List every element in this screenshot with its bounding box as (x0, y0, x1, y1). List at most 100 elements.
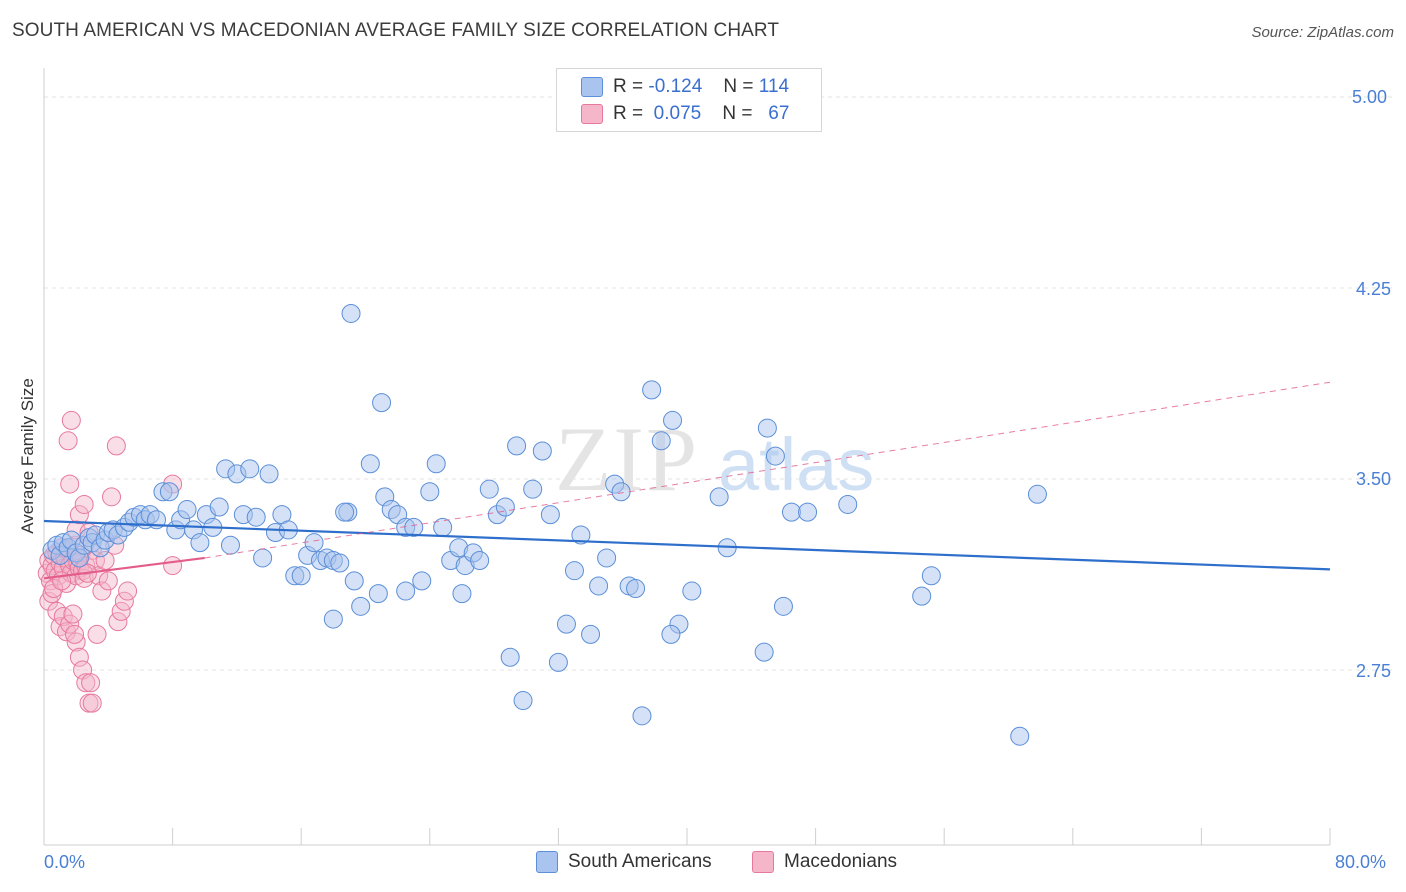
south-american-point (304, 533, 324, 553)
south-american-point (632, 706, 652, 726)
bottom-legend-label: South Americans (568, 851, 712, 872)
legend-row-south-americans: R = -0.124 N = 114 (581, 75, 789, 99)
south-american-point (661, 624, 681, 644)
macedonian-point (114, 591, 134, 611)
macedonian-point (76, 673, 96, 693)
south-american-point (921, 566, 941, 586)
macedonian-point (108, 612, 128, 632)
south-american-point (754, 642, 774, 662)
south-american-point (523, 479, 543, 499)
south-american-point (330, 553, 350, 573)
macedonian-point (81, 673, 101, 693)
bottom-legend-swatch-pink (752, 851, 774, 873)
south-american-point (540, 505, 560, 525)
south-american-point (682, 581, 702, 601)
y-axis-title: Average Family Size (18, 378, 37, 534)
south-american-point (548, 652, 568, 672)
macedonian-point (60, 614, 80, 634)
legend-r-label: R = (613, 103, 644, 124)
macedonian-point (102, 487, 122, 507)
legend-r-label: R = (613, 76, 644, 97)
grid-lines (44, 96, 1392, 671)
south-american-point (426, 454, 446, 474)
correlation-legend: R = -0.124 N = 114 R = 0.075 N = 67 (556, 68, 822, 132)
y-tick-label-2.75: 2.75 (1356, 661, 1392, 681)
legend-swatch-pink (581, 104, 603, 124)
macedonian-point (61, 410, 81, 430)
south-american-point (556, 614, 576, 634)
legend-n-label: N = (722, 103, 753, 124)
macedonian-point (98, 571, 118, 591)
south-american-point (368, 584, 388, 604)
south-american-point (838, 494, 858, 514)
x-tick-label-min: 0.0% (44, 852, 86, 872)
bottom-legend-south-americans: South Americans (536, 851, 712, 873)
macedonian-point (74, 494, 94, 514)
south-american-point (396, 581, 416, 601)
macedonian-point (44, 579, 64, 599)
south-american-point (1010, 726, 1030, 746)
south-american-point (651, 431, 671, 451)
macedonian-point (92, 581, 112, 601)
legend-swatch-blue (581, 77, 603, 97)
south-american-point (500, 647, 520, 667)
south-american-point (159, 482, 179, 502)
trend-lines (43, 381, 1331, 580)
macedonian-point (57, 622, 77, 642)
south-americans-trend-line (43, 519, 1331, 571)
macedonian-point (69, 647, 89, 667)
south-american-point (323, 609, 343, 629)
macedonian-point (63, 604, 83, 624)
macedonian-point (47, 601, 67, 621)
chart-title: SOUTH AMERICAN VS MACEDONIAN AVERAGE FAM… (12, 20, 780, 41)
south-american-point (564, 561, 584, 581)
macedonian-point (82, 693, 102, 713)
bottom-legend-swatch-blue (536, 851, 558, 873)
macedonian-point (163, 556, 183, 576)
south-american-point (335, 502, 355, 522)
macedonian-point (60, 474, 80, 494)
macedonian-point (111, 601, 131, 621)
macedonians-trend-extension (204, 381, 1331, 559)
bottom-legend-label: Macedonians (784, 851, 898, 872)
south-american-point (532, 441, 552, 461)
south-american-point (220, 535, 240, 555)
south-american-point (479, 479, 499, 499)
south-american-point (663, 410, 683, 430)
axes (43, 68, 1331, 846)
x-tick-label-max: 80.0% (1335, 852, 1387, 872)
south-american-point (589, 576, 609, 596)
south-american-point (470, 550, 490, 570)
macedonian-point (69, 505, 89, 525)
south-american-point (571, 525, 591, 545)
bottom-legend-macedonians: Macedonians (752, 851, 897, 873)
legend-n-label: N = (723, 76, 754, 97)
south-american-point (344, 571, 364, 591)
south-american-point (240, 459, 260, 479)
south-american-point (420, 482, 440, 502)
south-american-point (209, 497, 229, 517)
south-american-point (709, 487, 729, 507)
legend-n-value: 67 (768, 103, 790, 124)
watermark-atlas: atlas (718, 423, 874, 506)
macedonian-point (106, 436, 126, 456)
south-american-point (513, 691, 533, 711)
macedonian-point (58, 431, 78, 451)
macedonian-point (65, 624, 85, 644)
south-american-point (246, 507, 266, 527)
south-american-point (798, 502, 818, 522)
south-american-point (507, 436, 527, 456)
legend-n-value: 114 (758, 76, 790, 97)
south-american-point (351, 596, 371, 616)
south-american-point (177, 500, 197, 520)
legend-r-value: -0.124 (648, 76, 703, 97)
south-american-point (360, 454, 380, 474)
south-american-point (773, 596, 793, 616)
y-tick-label-4.25: 4.25 (1356, 279, 1392, 299)
watermark: ZIP atlas (555, 408, 874, 510)
south-american-point (757, 418, 777, 438)
source-credit: Source: ZipAtlas.com (1251, 24, 1394, 41)
south-american-point (404, 517, 424, 537)
south-american-point (626, 579, 646, 599)
